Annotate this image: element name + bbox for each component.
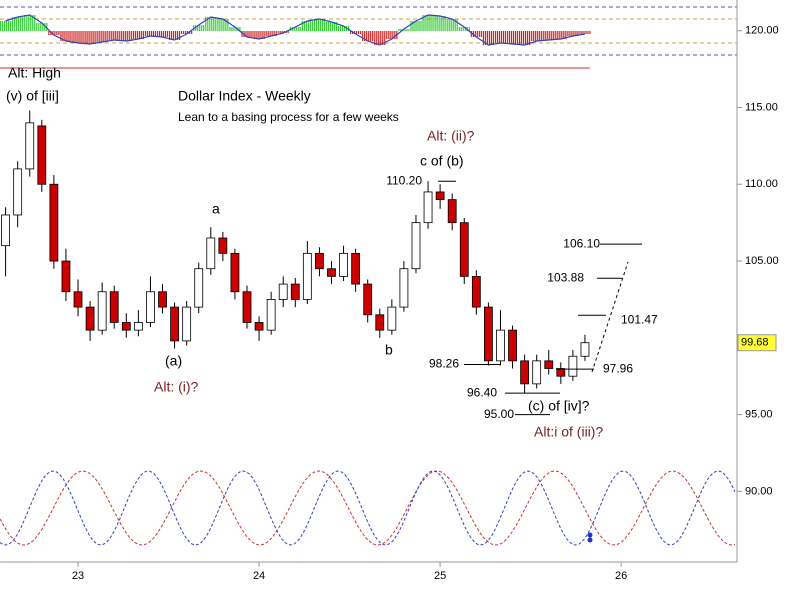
annotation: (a) bbox=[165, 353, 182, 369]
candle-body bbox=[121, 322, 131, 331]
annotation: (c) of [iv]? bbox=[528, 398, 590, 414]
candle-body bbox=[85, 306, 95, 331]
annotation: c of (b) bbox=[420, 153, 464, 169]
candle-body bbox=[520, 360, 530, 385]
candle-body bbox=[327, 268, 336, 277]
level-label: 97.96 bbox=[603, 361, 633, 375]
x-tick-label: 26 bbox=[615, 570, 627, 582]
chart-subtitle: Lean to a basing process for a few weeks bbox=[178, 110, 399, 124]
candle-body bbox=[411, 222, 421, 270]
x-tick-label: 24 bbox=[253, 570, 265, 582]
candle-body bbox=[387, 306, 397, 331]
candle-body bbox=[315, 252, 324, 270]
y-tick-label: 90.00 bbox=[745, 485, 773, 497]
cycle-dot bbox=[587, 537, 593, 543]
y-tick-label: 110.00 bbox=[745, 178, 778, 190]
candle-body bbox=[532, 360, 542, 385]
level-label: 98.26 bbox=[429, 357, 459, 371]
y-tick-label: 115.00 bbox=[745, 101, 778, 113]
projection bbox=[591, 261, 629, 373]
annotation: Alt: High bbox=[8, 65, 61, 81]
last-price-box bbox=[737, 334, 777, 352]
candle-body bbox=[471, 275, 481, 308]
annotation: Alt:i of (iii)? bbox=[534, 424, 603, 440]
candle-body bbox=[242, 291, 252, 323]
candle-body bbox=[206, 237, 216, 270]
candle-body bbox=[580, 342, 590, 357]
candle-body bbox=[61, 260, 71, 293]
candle-body bbox=[544, 360, 554, 369]
candle-body bbox=[182, 306, 192, 342]
candle-body bbox=[302, 252, 312, 300]
candle-body bbox=[496, 329, 505, 362]
candle-body bbox=[218, 237, 228, 254]
cycle-dot bbox=[587, 532, 593, 538]
level-label: 96.40 bbox=[467, 385, 497, 399]
candle-body bbox=[133, 322, 143, 331]
candle-body bbox=[339, 252, 348, 277]
candle-body bbox=[266, 299, 276, 331]
chart-title: Dollar Index - Weekly bbox=[178, 88, 311, 104]
candle-body bbox=[1, 214, 10, 247]
candle-body bbox=[290, 283, 300, 300]
candle-body bbox=[97, 291, 107, 331]
candle-body bbox=[37, 125, 47, 185]
candle-body bbox=[447, 199, 457, 224]
level-label: 110.20 bbox=[386, 173, 422, 187]
candle-body bbox=[146, 291, 155, 323]
x-tick-label: 25 bbox=[434, 570, 446, 582]
annotation: Alt: (i)? bbox=[154, 379, 199, 395]
y-tick-label: 95.00 bbox=[745, 408, 773, 420]
candle-body bbox=[375, 314, 385, 331]
x-tick-label: 23 bbox=[72, 570, 84, 582]
candle-body bbox=[483, 306, 493, 362]
candle-body bbox=[556, 368, 566, 377]
y-tick-label: 105.00 bbox=[745, 255, 779, 267]
candle-body bbox=[109, 291, 119, 323]
candle-body bbox=[423, 191, 433, 224]
candle-body bbox=[459, 222, 469, 277]
annotation: (v) of [iii] bbox=[6, 88, 59, 104]
candle-body bbox=[351, 252, 361, 285]
level-label: 103.88 bbox=[547, 270, 584, 284]
candle-body bbox=[13, 168, 23, 216]
cycle-wave bbox=[0, 470, 736, 546]
candle-body bbox=[568, 355, 578, 377]
candle-body bbox=[435, 191, 445, 201]
y-tick-label: 120.00 bbox=[745, 25, 779, 37]
candle-body bbox=[73, 291, 83, 308]
osc-line bbox=[5, 14, 586, 46]
annotation: b bbox=[385, 342, 393, 358]
level-label: 95.00 bbox=[484, 407, 514, 421]
candle-body bbox=[170, 306, 179, 342]
annotation: a bbox=[212, 201, 220, 217]
candle-body bbox=[158, 291, 167, 308]
candle-body bbox=[25, 122, 35, 170]
cycle-wave bbox=[0, 470, 736, 546]
candle-body bbox=[508, 329, 517, 362]
candle-body bbox=[363, 283, 373, 316]
candle-body bbox=[399, 268, 409, 308]
annotation: Alt: (ii)? bbox=[427, 128, 475, 144]
candle-body bbox=[49, 183, 59, 262]
candle-body bbox=[254, 322, 264, 331]
level-label: 101.47 bbox=[621, 312, 658, 326]
candle-body bbox=[278, 283, 288, 300]
candle-body bbox=[230, 252, 240, 293]
last-price-label: 99.68 bbox=[741, 337, 769, 349]
level-label: 106.10 bbox=[563, 236, 600, 250]
candle-body bbox=[194, 268, 204, 308]
